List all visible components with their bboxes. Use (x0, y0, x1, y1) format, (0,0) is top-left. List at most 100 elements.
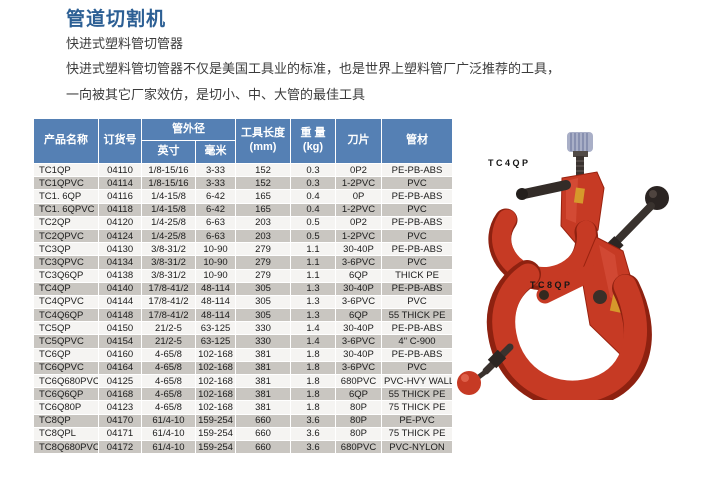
spec-table-header: 产品名称 订货号 管外径 工具长度 (mm) 重 量 (kg) 刀片 管材 英寸… (33, 118, 453, 164)
table-cell: 3-6PVC (335, 334, 382, 349)
table-cell: 04164 (98, 360, 142, 376)
table-cell: 381 (235, 400, 291, 415)
table-cell: 80P (335, 400, 382, 415)
table-cell: PE-PVC (381, 413, 453, 428)
table-cell: 1.1 (290, 255, 336, 270)
table-cell: 63-125 (195, 334, 236, 349)
table-cell: TC3QP (33, 242, 99, 257)
table-cell: 04123 (98, 400, 142, 415)
table-cell: 159-254 (195, 426, 236, 441)
table-cell: TC8Q680PVC (33, 439, 99, 455)
table-cell: 305 (235, 281, 291, 296)
table-cell: 04120 (98, 215, 142, 230)
table-cell: 04168 (98, 387, 142, 402)
table-cell: TC3QPVC (33, 255, 99, 270)
table-cell: 48-114 (195, 308, 236, 323)
table-cell: 04160 (98, 347, 142, 362)
table-cell: 75 THICK PE (381, 400, 453, 415)
table-cell: 102-168 (195, 360, 236, 376)
table-cell: 17/8-41/2 (141, 308, 196, 323)
table-cell: 75 THICK PE (381, 426, 453, 441)
table-cell: 1/4-25/8 (141, 215, 196, 230)
table-row: TC3QPVC 04134 3/8-31/2 10-90 279 1.1 3-6PVC PVC (33, 255, 453, 270)
table-cell: 1.1 (290, 268, 336, 283)
table-cell: 48-114 (195, 294, 236, 310)
table-cell: 4-65/8 (141, 373, 196, 389)
table-cell: 30-40P (335, 281, 382, 296)
table-cell: 1/4-15/8 (141, 189, 196, 204)
table-cell: TC6QP (33, 347, 99, 362)
table-cell: 102-168 (195, 400, 236, 415)
table-cell: 3-6PVC (335, 294, 382, 310)
table-cell: 80P (335, 413, 382, 428)
table-cell: 6-42 (195, 189, 236, 204)
table-cell: 04130 (98, 242, 142, 257)
tool-length-label: 工具长度 (241, 127, 285, 140)
spec-table-body: TC1QP 04110 1/8-15/16 3-33 152 0.3 0P2 PE-PB-AB… (33, 162, 453, 455)
col-header-product-name: 产品名称 (33, 118, 99, 164)
table-cell: 330 (235, 334, 291, 349)
table-cell: 330 (235, 321, 291, 336)
table-cell: 1.8 (290, 347, 336, 362)
table-row: TC1. 6QP 04116 1/4-15/8 6-42 165 0.4 0P PE-PB-A… (33, 189, 453, 204)
table-cell: 159-254 (195, 413, 236, 428)
table-cell: 279 (235, 242, 291, 257)
table-cell: PVC (381, 202, 453, 217)
table-cell: 61/4-10 (141, 426, 196, 441)
table-cell: TC1. 6QP (33, 189, 99, 204)
table-cell: 4-65/8 (141, 400, 196, 415)
table-cell: 80P (335, 426, 382, 441)
table-cell: 159-254 (195, 439, 236, 455)
tool-length-unit: (mm) (249, 141, 277, 153)
table-cell: 0P2 (335, 162, 382, 178)
table-cell: 1.3 (290, 281, 336, 296)
table-cell: 1.4 (290, 334, 336, 349)
table-row: TC1QPVC 04114 1/8-15/16 3-33 152 0.3 1-2PVC PVC (33, 176, 453, 191)
table-cell: 0.5 (290, 228, 336, 244)
table-row: TC8Q680PVC 04172 61/4-10 159-254 660 3.6 680PV… (33, 439, 453, 455)
tc8qp-pipe-cutter-image (457, 186, 669, 400)
table-row: TC8QPL 04171 61/4-10 159-254 660 3.6 80P 75 THI… (33, 426, 453, 441)
table-cell: 4-65/8 (141, 387, 196, 402)
table-cell: 55 THICK PE (381, 308, 453, 323)
product-photo-area: TC4QP TC8QP (448, 122, 718, 480)
table-cell: 305 (235, 308, 291, 323)
table-cell: 381 (235, 373, 291, 389)
table-cell: 0.3 (290, 162, 336, 178)
table-cell: 1-2PVC (335, 228, 382, 244)
description-line-2: 一向被其它厂家效仿，是切小、中、大管的最佳工具 (66, 87, 366, 102)
table-cell: 3-6PVC (335, 255, 382, 270)
table-cell: TC8QPL (33, 426, 99, 441)
table-cell: 305 (235, 294, 291, 310)
table-row: TC8QP 04170 61/4-10 159-254 660 3.6 80P PE-PVC (33, 413, 453, 428)
table-cell: 152 (235, 176, 291, 191)
table-cell: 0.4 (290, 202, 336, 217)
table-cell: 0.4 (290, 189, 336, 204)
table-cell: 3/8-31/2 (141, 268, 196, 283)
table-cell: 04116 (98, 189, 142, 204)
table-cell: TC5QPVC (33, 334, 99, 349)
table-cell: 4-65/8 (141, 347, 196, 362)
table-cell: 04134 (98, 255, 142, 270)
col-header-mm: 毫米 (195, 140, 236, 164)
table-row: TC6QP 04160 4-65/8 102-168 381 1.8 30-40P PE-PB… (33, 347, 453, 362)
tc4qp-caption: TC4QP (488, 158, 531, 168)
table-cell: 10-90 (195, 255, 236, 270)
table-cell: 3-33 (195, 162, 236, 178)
table-cell: PE-PB-ABS (381, 281, 453, 296)
table-cell: 04172 (98, 439, 142, 455)
table-cell: 1.1 (290, 242, 336, 257)
table-cell: 1.8 (290, 387, 336, 402)
table-cell: 6QP (335, 308, 382, 323)
table-cell: 3/8-31/2 (141, 242, 196, 257)
table-cell: 1.3 (290, 294, 336, 310)
table-cell: PE-PB-ABS (381, 162, 453, 178)
table-cell: PE-PB-ABS (381, 215, 453, 230)
table-cell: 21/2-5 (141, 334, 196, 349)
table-cell: PE-PB-ABS (381, 347, 453, 362)
col-header-inch: 英寸 (141, 140, 196, 164)
table-cell: TC4QP (33, 281, 99, 296)
table-cell: 3.6 (290, 439, 336, 455)
table-cell: 55 THICK PE (381, 387, 453, 402)
table-cell: TC4QPVC (33, 294, 99, 310)
